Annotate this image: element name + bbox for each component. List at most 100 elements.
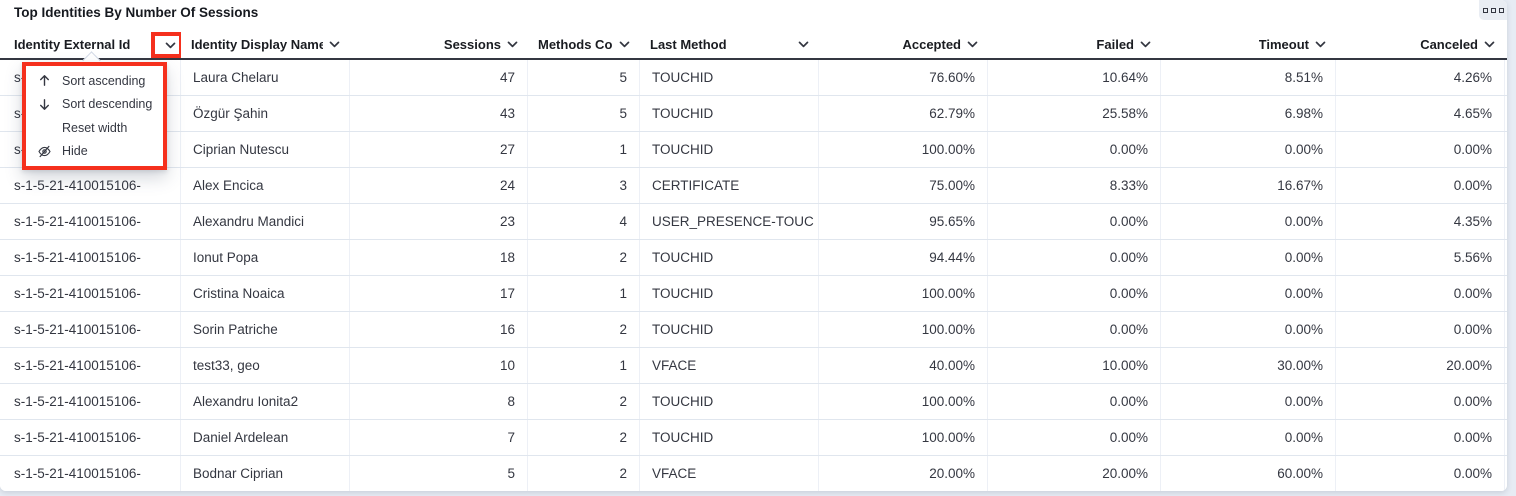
chevron-down-icon[interactable] <box>967 41 978 48</box>
cell-canceled: 0.00% <box>1336 312 1505 347</box>
cell-display-name: Cristina Noaica <box>181 276 350 311</box>
chevron-down-icon[interactable] <box>1484 41 1495 48</box>
cell-external-id: s-1-5-21-410015106- <box>0 240 181 275</box>
cell-canceled: 4.26% <box>1336 60 1505 95</box>
column-header-sessions[interactable]: Sessions <box>350 31 528 58</box>
data-grid-header: Identity External Id Identity Display Nam… <box>0 31 1507 60</box>
menu-item-label: Sort descending <box>62 97 153 112</box>
column-header-label: Accepted <box>902 37 961 52</box>
cell-methods-count: 2 <box>528 312 640 347</box>
cell-accepted: 62.79% <box>819 96 988 131</box>
column-header-timeout[interactable]: Timeout <box>1161 31 1336 58</box>
menu-item-reset-width[interactable]: Reset width <box>26 116 163 140</box>
cell-display-name: Alexandru Ionita2 <box>181 384 350 419</box>
chevron-down-icon[interactable] <box>507 41 518 48</box>
cell-display-name: test33, geo <box>181 348 350 383</box>
cell-display-name: Daniel Ardelean <box>181 420 350 455</box>
cell-timeout: 16.67% <box>1161 168 1336 203</box>
cell-timeout: 6.98% <box>1161 96 1336 131</box>
table-row: s-1-5-21-410015106- Alexandru Mandici 23 4 U… <box>0 204 1507 240</box>
cell-methods-count: 2 <box>528 456 640 491</box>
cell-last-method: TOUCHID <box>640 420 819 455</box>
cell-external-id: s-1-5-21-410015106- <box>0 384 181 419</box>
panel-title: Top Identities By Number Of Sessions <box>14 5 259 20</box>
cell-sessions: 27 <box>350 132 528 167</box>
cell-failed: 20.00% <box>988 456 1161 491</box>
chevron-down-icon[interactable] <box>1315 41 1326 48</box>
cell-timeout: 0.00% <box>1161 312 1336 347</box>
cell-sessions: 10 <box>350 348 528 383</box>
cell-display-name: Özgür Şahin <box>181 96 350 131</box>
cell-canceled: 0.00% <box>1336 168 1505 203</box>
panel-options-icon <box>1482 7 1488 13</box>
cell-failed: 0.00% <box>988 312 1161 347</box>
cell-methods-count: 2 <box>528 384 640 419</box>
cell-timeout: 0.00% <box>1161 420 1336 455</box>
cell-external-id: s-1-5-21-410015106- <box>0 168 181 203</box>
cell-timeout: 8.51% <box>1161 60 1336 95</box>
column-header-accepted[interactable]: Accepted <box>819 31 988 58</box>
column-header-label: Timeout <box>1258 37 1309 52</box>
cell-external-id: s-1-5-21-410015106- <box>0 348 181 383</box>
data-grid: Identity External Id Identity Display Nam… <box>0 31 1507 491</box>
chevron-down-icon[interactable] <box>329 41 340 48</box>
cell-sessions: 17 <box>350 276 528 311</box>
cell-timeout: 0.00% <box>1161 276 1336 311</box>
table-row: s-1-5-21-410015106- Cristina Noaica 17 1 TOU… <box>0 276 1507 312</box>
chevron-down-icon[interactable] <box>619 41 630 48</box>
panel-options-button[interactable] <box>1479 0 1507 20</box>
cell-canceled: 0.00% <box>1336 420 1505 455</box>
menu-item-sort-descending[interactable]: Sort descending <box>26 93 163 117</box>
cell-methods-count: 5 <box>528 96 640 131</box>
cell-last-method: TOUCHID <box>640 240 819 275</box>
cell-last-method: TOUCHID <box>640 60 819 95</box>
column-header-canceled[interactable]: Canceled <box>1336 31 1505 58</box>
cell-sessions: 47 <box>350 60 528 95</box>
cell-external-id: s-1-5-21-410015106- <box>0 312 181 347</box>
highlight-box-chevron <box>151 32 181 58</box>
cell-display-name: Sorin Patriche <box>181 312 350 347</box>
menu-item-hide[interactable]: Hide <box>26 140 163 164</box>
cell-canceled: 0.00% <box>1336 384 1505 419</box>
cell-last-method: CERTIFICATE <box>640 168 819 203</box>
cell-accepted: 75.00% <box>819 168 988 203</box>
cell-sessions: 18 <box>350 240 528 275</box>
arrow-up-icon <box>36 74 53 87</box>
cell-accepted: 95.65% <box>819 204 988 239</box>
column-actions-menu: Sort ascending Sort descending Reset width… <box>22 62 167 170</box>
cell-methods-count: 1 <box>528 348 640 383</box>
cell-sessions: 7 <box>350 420 528 455</box>
cell-canceled: 5.56% <box>1336 240 1505 275</box>
cell-sessions: 16 <box>350 312 528 347</box>
cell-timeout: 0.00% <box>1161 240 1336 275</box>
chevron-down-icon[interactable] <box>798 41 809 48</box>
column-header-identity-display-name[interactable]: Identity Display Name <box>181 31 350 58</box>
column-header-identity-external-id[interactable]: Identity External Id <box>0 31 181 58</box>
cell-failed: 0.00% <box>988 240 1161 275</box>
column-header-methods-count[interactable]: Methods Count <box>528 31 640 58</box>
cell-last-method: VFACE <box>640 348 819 383</box>
menu-item-label: Reset width <box>62 120 128 135</box>
cell-accepted: 100.00% <box>819 276 988 311</box>
cell-canceled: 0.00% <box>1336 276 1505 311</box>
cell-last-method: USER_PRESENCE-TOUC <box>640 204 819 239</box>
cell-failed: 8.33% <box>988 168 1161 203</box>
chevron-down-icon[interactable] <box>165 42 176 49</box>
cell-failed: 0.00% <box>988 132 1161 167</box>
cell-external-id: s-1-5-21-410015106- <box>0 420 181 455</box>
cell-accepted: 40.00% <box>819 348 988 383</box>
panel-options-icon <box>1490 7 1496 13</box>
cell-failed: 0.00% <box>988 204 1161 239</box>
cell-accepted: 100.00% <box>819 132 988 167</box>
cell-last-method: TOUCHID <box>640 312 819 347</box>
cell-methods-count: 1 <box>528 132 640 167</box>
chevron-down-icon[interactable] <box>1140 41 1151 48</box>
cell-methods-count: 2 <box>528 240 640 275</box>
menu-item-sort-ascending[interactable]: Sort ascending <box>26 69 163 93</box>
column-header-failed[interactable]: Failed <box>988 31 1161 58</box>
cell-display-name: Laura Chelaru <box>181 60 350 95</box>
column-header-last-method[interactable]: Last Method <box>640 31 819 58</box>
cell-last-method: TOUCHID <box>640 132 819 167</box>
cell-timeout: 0.00% <box>1161 204 1336 239</box>
